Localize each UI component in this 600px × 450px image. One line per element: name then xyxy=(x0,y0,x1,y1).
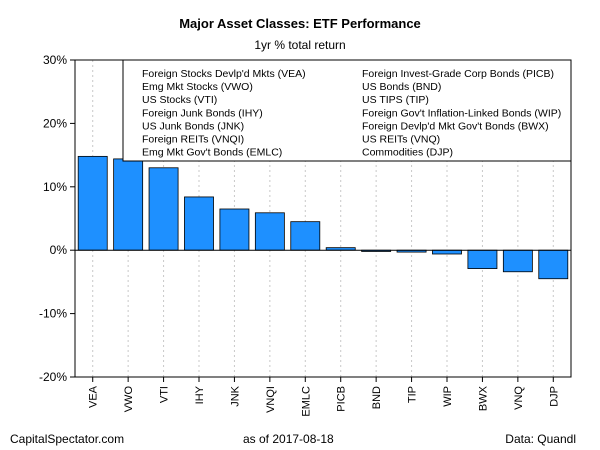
bar-bwx xyxy=(467,249,498,269)
bar-vwo xyxy=(113,158,144,251)
x-tick-label: TIP xyxy=(407,386,419,403)
legend-item: US TIPS (TIP) xyxy=(362,94,429,106)
bars xyxy=(77,155,569,280)
bar-vnq xyxy=(502,249,533,273)
x-tick-label: EMLC xyxy=(300,386,312,417)
legend-item: US Junk Bonds (JNK) xyxy=(142,120,244,132)
x-tick-label: JNK xyxy=(229,385,241,406)
y-tick-label: 10% xyxy=(43,180,67,194)
y-tick-label: 30% xyxy=(43,53,67,67)
y-tick-label: -20% xyxy=(39,370,67,384)
legend-box xyxy=(122,59,572,162)
legend-item: Foreign REITs (VNQI) xyxy=(142,134,244,146)
bar-ihy xyxy=(184,196,214,251)
legend-item: Foreign Junk Bonds (IHY) xyxy=(142,107,263,119)
x-tick-label: WIP xyxy=(442,386,454,407)
x-tick-label: DJP xyxy=(548,386,560,407)
x-tick-label: VNQ xyxy=(513,386,525,410)
bar-vea xyxy=(77,155,108,251)
legend-item: Foreign Gov't Inflation-Linked Bonds (WI… xyxy=(362,107,561,119)
y-tick-label: -10% xyxy=(39,307,67,321)
legend-item: Foreign Stocks Devlp'd Mkts (VEA) xyxy=(142,68,306,80)
y-tick-label: 20% xyxy=(43,116,67,130)
legend-item: Commodities (DJP) xyxy=(362,147,453,159)
x-tick-label: IHY xyxy=(194,385,206,404)
bar-jnk xyxy=(219,208,250,251)
chart-subtitle: 1yr % total return xyxy=(254,38,346,52)
as-of-date: as of 2017-08-18 xyxy=(243,432,334,446)
y-tick-label: 0% xyxy=(50,243,68,257)
bar-djp xyxy=(538,249,569,280)
x-tick-label: PICB xyxy=(336,386,348,412)
x-axis: VEA VWO VTI IHY JNK VNQI EMLC PICB BND TIP WIP BWX V… xyxy=(88,377,560,417)
legend: Foreign Stocks Devlp'd Mkts (VEA)Emg Mkt… xyxy=(122,59,572,162)
bar-wip xyxy=(432,249,462,255)
legend-item: Foreign Devlp'd Mkt Gov't Bonds (BWX) xyxy=(362,120,549,132)
source-site: CapitalSpectator.com xyxy=(10,432,125,446)
legend-item: US Bonds (BND) xyxy=(362,81,441,93)
bar-emlc xyxy=(290,221,321,251)
x-tick-label: BND xyxy=(371,386,383,409)
x-tick-label: VNQI xyxy=(265,386,277,413)
chart-title: Major Asset Classes: ETF Performance xyxy=(179,16,421,31)
x-tick-label: VWO xyxy=(123,386,135,413)
x-tick-label: VEA xyxy=(88,385,100,408)
legend-item: US Stocks (VTI) xyxy=(142,94,217,106)
data-source: Data: Quandl xyxy=(505,432,576,446)
legend-item: Emg Mkt Gov't Bonds (EMLC) xyxy=(142,147,282,159)
x-tick-label: BWX xyxy=(477,385,489,411)
bar-vnqi xyxy=(254,212,285,251)
legend-item: Foreign Invest-Grade Corp Bonds (PICB) xyxy=(362,68,554,80)
x-tick-label: VTI xyxy=(159,386,171,403)
y-axis: -20% -10% 0% 10% 20% 30% xyxy=(39,53,75,384)
legend-item: Emg Mkt Stocks (VWO) xyxy=(142,81,253,93)
legend-item: US REITs (VNQ) xyxy=(362,134,440,146)
plot-frame xyxy=(74,59,572,378)
bar-vti xyxy=(148,167,179,251)
